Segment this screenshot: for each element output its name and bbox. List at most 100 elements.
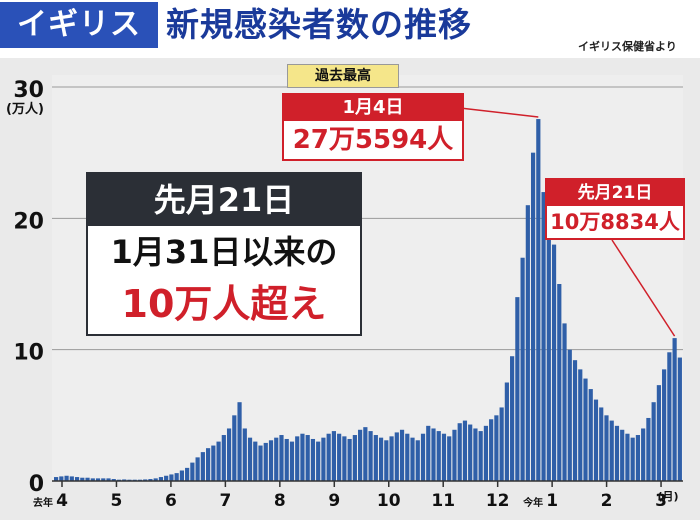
bar bbox=[646, 417, 651, 481]
bar bbox=[289, 441, 295, 481]
bar bbox=[546, 218, 551, 481]
bar bbox=[588, 389, 593, 481]
bar bbox=[536, 119, 541, 482]
bar bbox=[656, 385, 661, 481]
bar bbox=[499, 407, 504, 481]
x-tick-label: 7 bbox=[219, 491, 231, 511]
bar bbox=[90, 478, 95, 481]
bar bbox=[567, 349, 572, 481]
bar bbox=[625, 433, 630, 481]
bar bbox=[247, 437, 253, 481]
x-tick-label: 1 bbox=[546, 491, 558, 511]
source-note: イギリス保健省より bbox=[578, 40, 677, 53]
bar bbox=[169, 474, 174, 481]
bar bbox=[85, 477, 90, 481]
x-tick-label: 2 bbox=[601, 491, 613, 511]
bar bbox=[557, 284, 562, 481]
bar bbox=[211, 445, 216, 481]
bar bbox=[441, 433, 447, 481]
bar bbox=[541, 192, 546, 481]
bar bbox=[510, 356, 515, 481]
x-tick-prefix: 今年 bbox=[522, 496, 543, 509]
bar bbox=[677, 357, 682, 481]
bar bbox=[525, 205, 530, 481]
bar bbox=[415, 440, 420, 481]
bar bbox=[405, 433, 410, 481]
x-tick-label: 8 bbox=[274, 491, 286, 511]
bar bbox=[609, 420, 614, 481]
header-bar: イギリス 新規感染者数の推移 イギリス保健省より bbox=[0, 0, 700, 58]
bar bbox=[95, 478, 101, 481]
peak-date: 1月4日 bbox=[284, 95, 462, 121]
bar bbox=[593, 399, 599, 481]
bar bbox=[279, 435, 284, 481]
x-tick-label: 10 bbox=[377, 491, 401, 511]
bar bbox=[300, 433, 305, 481]
y-tick-label: 10 bbox=[13, 341, 44, 366]
bar bbox=[221, 435, 226, 481]
peak-leader-line bbox=[459, 107, 539, 118]
x-tick-label: 5 bbox=[111, 491, 123, 511]
bar bbox=[190, 462, 195, 481]
bar bbox=[310, 438, 316, 481]
bar bbox=[195, 457, 200, 481]
bar bbox=[64, 475, 69, 481]
bar bbox=[431, 428, 436, 481]
y-tick-label: 30 bbox=[13, 78, 44, 103]
bar bbox=[268, 440, 274, 481]
bar bbox=[69, 476, 74, 481]
bar bbox=[578, 369, 583, 481]
headline-line1: 1月31日以来の bbox=[110, 233, 338, 271]
record-high-tag: 過去最高 bbox=[287, 64, 399, 88]
x-tick-label: 4 bbox=[56, 491, 68, 511]
x-tick-label: 11 bbox=[431, 491, 455, 511]
bar bbox=[604, 415, 609, 481]
bar bbox=[672, 338, 677, 481]
x-tick-label: 9 bbox=[328, 491, 340, 511]
bar bbox=[562, 323, 567, 481]
bar bbox=[651, 402, 656, 481]
bar bbox=[59, 476, 64, 481]
recent-value: 10万8834人 bbox=[550, 210, 680, 234]
y-axis-unit: (万人) bbox=[6, 101, 44, 117]
bar bbox=[226, 428, 232, 481]
bar bbox=[368, 431, 373, 481]
leader-layer bbox=[459, 107, 676, 337]
bar bbox=[483, 425, 489, 481]
bar bbox=[258, 445, 263, 481]
x-tick-label: 6 bbox=[165, 491, 177, 511]
y-tick-label: 20 bbox=[13, 209, 44, 234]
x-tick-prefix: 去年 bbox=[33, 496, 53, 509]
bar bbox=[363, 427, 368, 481]
bar bbox=[148, 479, 153, 481]
bar bbox=[74, 477, 80, 481]
chart-title: 新規感染者数の推移 bbox=[166, 5, 472, 44]
bar bbox=[583, 378, 588, 481]
bar bbox=[520, 257, 525, 481]
bar bbox=[316, 441, 321, 481]
x-axis-unit: (月) bbox=[657, 490, 678, 503]
bar bbox=[572, 360, 578, 481]
bar bbox=[635, 435, 641, 481]
recent-leader-line bbox=[611, 239, 676, 337]
bar bbox=[630, 437, 635, 481]
bar bbox=[237, 402, 242, 481]
bar bbox=[504, 382, 509, 481]
headline-line2: 10万人超え bbox=[121, 282, 327, 326]
bar bbox=[164, 475, 169, 481]
bar bbox=[242, 428, 247, 481]
bar bbox=[342, 436, 347, 481]
bar bbox=[158, 477, 164, 481]
bar-layer bbox=[54, 119, 682, 482]
bar bbox=[295, 436, 300, 481]
bar bbox=[447, 436, 452, 481]
headline-box: 先月21日 1月31日以来の 10万人超え bbox=[86, 172, 362, 336]
bar bbox=[473, 428, 478, 481]
bar bbox=[122, 479, 127, 481]
bar bbox=[378, 437, 384, 481]
bar bbox=[620, 429, 625, 481]
bar bbox=[305, 435, 310, 481]
y-tick-label: 0 bbox=[29, 472, 44, 497]
bar bbox=[200, 452, 205, 481]
bar bbox=[174, 473, 179, 481]
